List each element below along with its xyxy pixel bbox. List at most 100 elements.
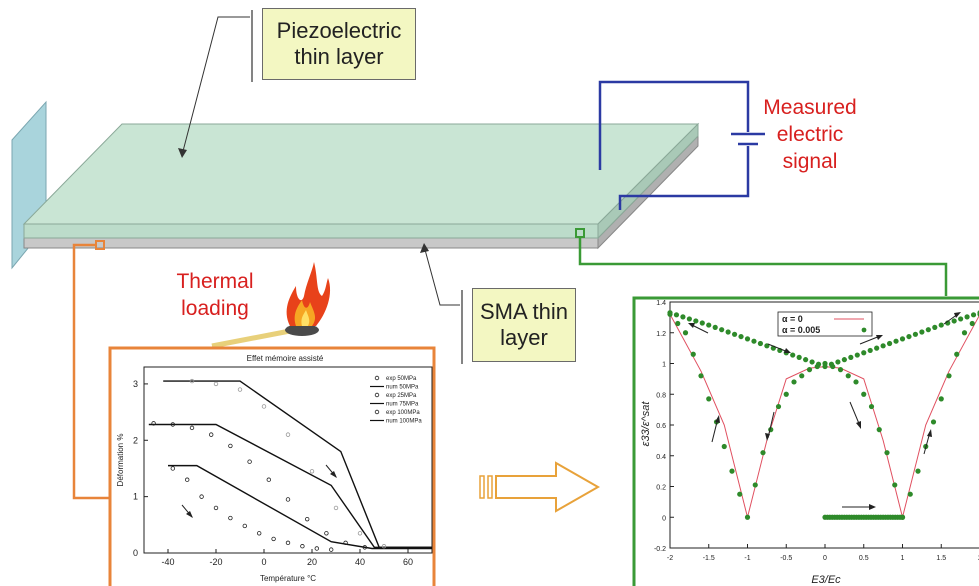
sma-layer-front — [23, 237, 599, 249]
right-series-point — [930, 419, 937, 425]
right-series-point — [853, 379, 859, 385]
right-xtick-label: -0.5 — [780, 555, 792, 562]
left-series-point — [333, 505, 339, 511]
left-series-point — [300, 544, 305, 549]
sma-callout: SMA thin layer — [472, 288, 576, 362]
right-series-point — [757, 340, 764, 347]
left-series-point — [208, 432, 214, 437]
right-series-point — [699, 320, 705, 326]
left-series-point — [314, 546, 319, 551]
left-series-point — [170, 422, 175, 427]
thermal-loading-label: Thermal loading — [160, 268, 270, 322]
right-legend-swatch — [861, 327, 867, 333]
left-legend-swatch — [374, 409, 380, 415]
right-series-point — [729, 468, 735, 474]
right-series-point — [848, 354, 854, 360]
right-xtick-label: -1 — [744, 555, 750, 562]
right-series-point — [932, 324, 938, 330]
right-ytick-label: 0.8 — [656, 392, 666, 399]
right-series-point — [892, 482, 898, 488]
right-series-point — [964, 314, 970, 320]
right-series-point — [845, 373, 851, 379]
sma-leader-arrowhead — [420, 243, 429, 253]
left-legend-swatch — [374, 375, 380, 381]
piezo-layer-top — [22, 123, 700, 225]
right-series-point — [738, 333, 744, 340]
right-series-point — [954, 351, 960, 357]
right-series-point — [744, 514, 751, 520]
right-series-point — [796, 354, 802, 360]
right-series-point — [744, 336, 751, 342]
right-series-point — [919, 329, 925, 335]
right-series-point — [667, 310, 673, 316]
sma-callout-line-1: SMA thin — [479, 299, 569, 324]
left-series-point — [285, 497, 291, 502]
right-ytick-label: 0.6 — [656, 423, 666, 430]
left-series-point — [309, 469, 315, 474]
right-legend-entry: α = 0.005 — [782, 325, 820, 335]
left-series-point — [189, 425, 195, 431]
left-legend-entry: num 50MPa — [386, 385, 419, 391]
right-ytick-label: 1.4 — [656, 300, 666, 307]
left-series-point — [189, 378, 195, 384]
left-legend-entry: exp 100MPa — [386, 410, 420, 416]
left-ytick-label: 0 — [133, 548, 138, 558]
right-series-point — [938, 396, 944, 402]
right-series-point — [841, 357, 847, 363]
right-series-point — [969, 320, 975, 327]
right-series-point — [884, 450, 890, 456]
left-legend-entry: exp 50MPa — [386, 376, 417, 382]
right-series-point — [725, 329, 731, 335]
right-xtick-label: 1 — [901, 555, 905, 562]
right-series-point — [861, 350, 867, 356]
green-connector — [578, 237, 948, 296]
left-ytick-label: 3 — [133, 379, 138, 389]
left-series-point — [357, 531, 363, 536]
right-series-point — [822, 363, 828, 370]
hollow-arrow-right-icon — [479, 461, 601, 513]
orange-connector — [72, 243, 110, 500]
left-series-point — [170, 466, 175, 471]
thermal-label-line-2: loading — [181, 297, 249, 320]
right-series-point — [790, 352, 796, 358]
right-series-point — [946, 373, 952, 379]
right-series-point — [828, 361, 835, 367]
left-xtick-label: -20 — [209, 557, 222, 567]
right-series-point — [961, 330, 968, 336]
right-series-point — [970, 312, 977, 318]
right-series-point — [675, 320, 681, 327]
left-legend-entry: num 100MPa — [386, 419, 422, 425]
right-legend-entry: α = 0 — [782, 314, 803, 324]
right-series-point — [737, 491, 743, 497]
right-series-point — [951, 318, 957, 324]
right-series-point — [809, 359, 815, 365]
left-series-point — [381, 544, 387, 549]
measured-label-line-2: electric — [776, 123, 844, 146]
right-series-point — [868, 403, 875, 410]
measured-label-line-1: Measured — [763, 96, 857, 119]
right-series-point — [899, 336, 906, 342]
circuit-wire — [598, 80, 750, 170]
right-series-point — [806, 367, 813, 373]
right-series-point — [893, 338, 899, 344]
left-xtick-label: -40 — [161, 557, 174, 567]
right-xtick-label: -1.5 — [703, 555, 715, 562]
right-series-point — [803, 357, 809, 363]
right-series-point — [912, 331, 919, 337]
right-series-point — [721, 443, 727, 450]
left-series-point — [237, 387, 243, 392]
left-series-point — [305, 516, 310, 522]
left-series-point — [213, 381, 219, 387]
right-series-point — [915, 468, 921, 474]
right-series-point — [876, 427, 882, 433]
left-series-point — [151, 421, 156, 426]
right-xtick-label: 0.5 — [859, 555, 869, 562]
right-direction-arrows — [688, 312, 961, 510]
right-series-point — [680, 314, 686, 320]
left-legend-swatch — [374, 392, 380, 398]
measured-label-line-3: signal — [782, 150, 838, 173]
right-series-point — [815, 361, 822, 367]
right-series-point — [958, 316, 964, 322]
right-series-point — [751, 338, 757, 344]
